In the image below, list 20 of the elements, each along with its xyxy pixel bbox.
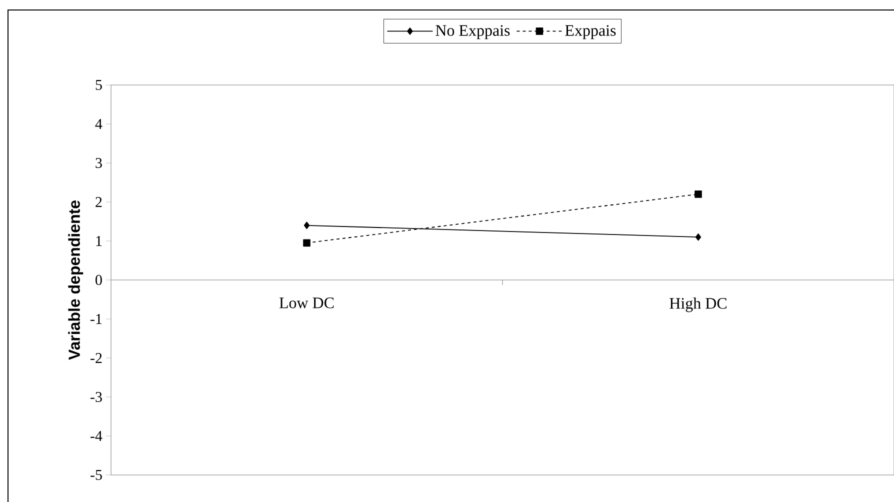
y-tick-label: -3 [90,392,102,402]
legend-label: Exppais [565,25,616,40]
y-tick-label: 1 [96,236,102,246]
y-tick-label: 0 [96,274,102,286]
y-tick-label: -2 [90,353,102,363]
y-tick-label: -1 [90,314,102,324]
y-tick-label: 2 [96,197,102,207]
point [303,239,310,247]
x-tick-label: Low DC [279,298,334,308]
y-tick-label: 5 [96,80,102,90]
y-tick-label: 4 [95,119,102,129]
y-tick-label: -5 [90,470,102,480]
legend-label: No Exppais [436,25,510,40]
y-tick-label: -4 [90,431,102,441]
point [304,222,310,230]
point [694,190,702,198]
point [695,233,702,241]
x-tick-label: High DC [670,298,726,312]
y-tick-label: 3 [96,158,102,168]
y-axis-title: Variable dependiente [68,200,84,360]
